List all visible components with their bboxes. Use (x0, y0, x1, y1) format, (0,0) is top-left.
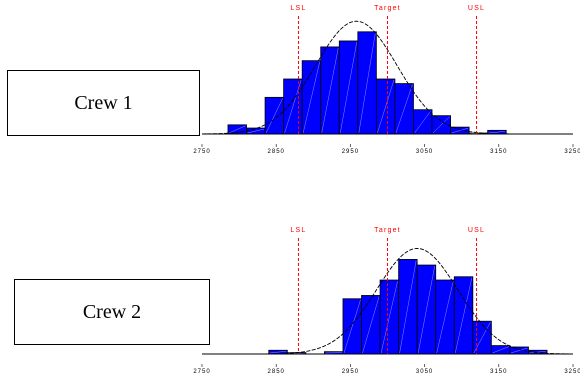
crew-2-tick-label: 3050 (416, 369, 433, 375)
crew-1-tick-label: 3150 (490, 149, 507, 155)
crew-1-lsl-label: LSL (290, 5, 306, 12)
crew-2-bar-hatch (529, 351, 547, 354)
crew-2-label-box: Crew 2 (14, 279, 210, 345)
crew-1-normal-curve (201, 20, 573, 135)
crew-1-bar-hatch (247, 128, 265, 134)
crew-1-bar-hatch (488, 131, 506, 134)
crew-2-tick-label: 2750 (193, 369, 210, 375)
crew-2-tick-label: 2850 (268, 369, 285, 375)
crew-2-bar-hatch (343, 299, 361, 354)
crew-1-bar-hatch (451, 127, 469, 134)
crew-1-bar-hatch (377, 79, 395, 134)
crew-1-tick-label: 2950 (342, 149, 359, 155)
crew-1-tick-label: 3250 (564, 149, 580, 155)
crew-1-target-label: Target (374, 5, 401, 12)
crew-1-bar-hatch (321, 47, 339, 134)
crew-2-bar-hatch (492, 346, 509, 354)
crew-2-tick-label: 3250 (564, 369, 580, 375)
crew-1-tick-label: 2850 (268, 149, 285, 155)
crew-2-bar-hatch (510, 347, 528, 354)
crew-2-usl-label: USL (468, 227, 485, 234)
crew-2-bar-hatch (473, 322, 491, 354)
crew-2-bar-hatch (418, 266, 435, 354)
crew-1-bar-hatch (395, 84, 413, 134)
crew-2-bar-hatch (380, 280, 398, 354)
crew-2-bar-hatch (399, 260, 417, 354)
crew-1-label-box: Crew 1 (7, 70, 200, 136)
crew-1-bar-hatch (340, 41, 357, 134)
crew-1-usl-label: USL (468, 5, 485, 12)
crew-1-bar-hatch (228, 125, 246, 134)
crew-1-bar-hatch (358, 32, 376, 134)
crew-1-bar-hatch (414, 110, 432, 134)
crew-2-label: Crew 2 (82, 300, 142, 323)
crew-2-bar-hatch (455, 277, 473, 354)
crew-2-normal-curve (202, 248, 574, 355)
crew-1-bar-hatch (432, 116, 450, 134)
crew-1-bar-hatch (265, 98, 283, 134)
crew-2-bar-hatch (362, 296, 380, 354)
crew-2-target-label: Target (374, 227, 401, 234)
crew-1-bar-hatch (302, 61, 320, 134)
crew-1-label: Crew 1 (74, 91, 133, 114)
crew-2-lsl-label: LSL (290, 227, 306, 234)
crew-1-tick-label: 3050 (416, 149, 433, 155)
crew-2-bar-hatch (436, 280, 454, 354)
crew-1-tick-label: 2750 (193, 149, 210, 155)
crew-2-bar-hatch (269, 351, 287, 354)
crew-2-tick-label: 2950 (342, 369, 359, 375)
crew-2-tick-label: 3150 (490, 369, 507, 375)
